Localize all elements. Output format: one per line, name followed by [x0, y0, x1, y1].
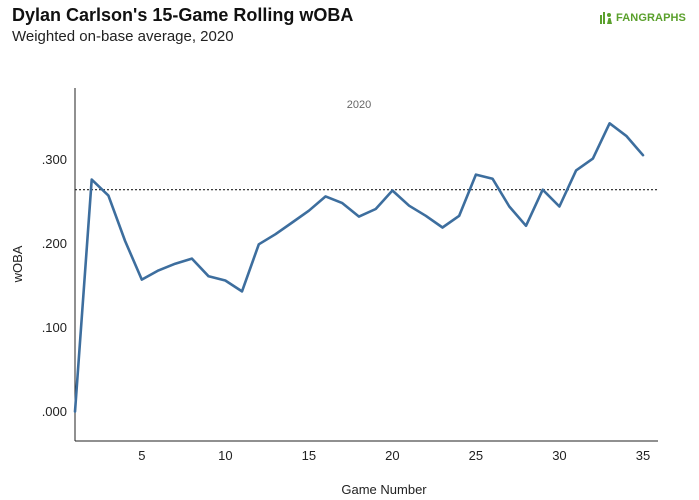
x-tick-label: 35 — [636, 448, 650, 463]
fangraphs-logo: FANGRAPHS — [600, 11, 686, 25]
season-annotation: 2020 — [347, 99, 371, 111]
x-tick-label: 20 — [385, 448, 399, 463]
x-tick-label: 10 — [218, 448, 232, 463]
x-tick-labels: 5 10 15 20 25 30 35 — [138, 448, 650, 463]
fangraphs-logo-text: FANGRAPHS — [616, 12, 686, 24]
y-tick-label: .200 — [42, 236, 67, 251]
woba-series-line — [73, 122, 645, 413]
x-tick-label: 25 — [469, 448, 483, 463]
y-axis-title: wOBA — [10, 245, 25, 283]
y-tick-label: .000 — [42, 404, 67, 419]
y-tick-labels: .000 .100 .200 .300 — [42, 152, 67, 419]
chart-title: Dylan Carlson's 15-Game Rolling wOBA — [12, 5, 354, 25]
y-tick-label: .100 — [42, 320, 67, 335]
chart-subtitle: Weighted on-base average, 2020 — [12, 28, 234, 45]
x-axis-title: Game Number — [341, 482, 427, 497]
x-tick-label: 5 — [138, 448, 145, 463]
fangraphs-logo-icon — [600, 12, 613, 24]
y-tick-label: .300 — [42, 152, 67, 167]
x-tick-label: 15 — [302, 448, 316, 463]
x-tick-label: 30 — [552, 448, 566, 463]
